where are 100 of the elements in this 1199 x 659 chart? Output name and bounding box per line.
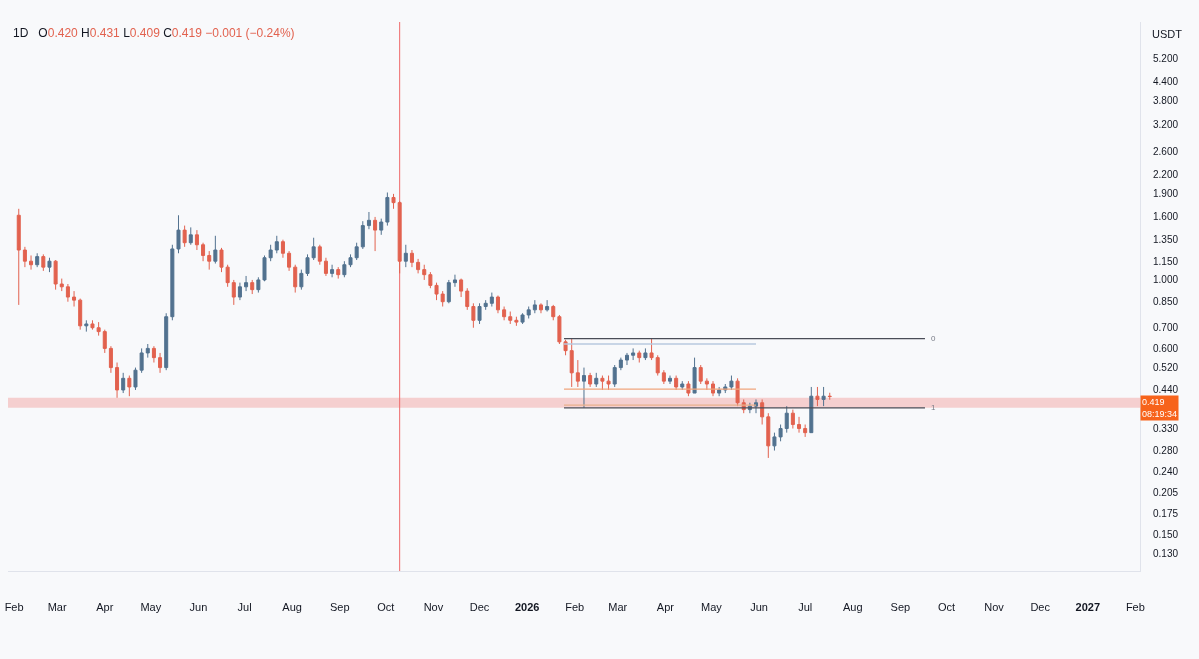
candlestick	[502, 306, 507, 321]
candlestick	[409, 249, 414, 268]
candlestick	[201, 242, 206, 262]
candlestick	[330, 264, 335, 278]
x-tick-label: Apr	[96, 601, 114, 614]
x-tick-label: Aug	[282, 601, 302, 614]
candlestick	[127, 375, 132, 397]
candlestick	[182, 225, 187, 248]
candlestick	[188, 226, 193, 246]
candlestick	[495, 295, 500, 314]
x-tick-label: Sep	[329, 601, 350, 614]
candlestick	[674, 375, 679, 391]
y-tick-label: 1.900	[1153, 188, 1179, 200]
candlestick	[784, 405, 789, 434]
candlestick	[416, 258, 421, 274]
candlestick	[538, 302, 543, 314]
x-tick-label: May	[140, 601, 162, 614]
chart-subtitle: O0.420 H0.431 L0.409 C0.419 −0.001 (−0.24%)	[38, 26, 295, 41]
y-tick-label: 0.440	[1153, 384, 1179, 396]
candlestick	[274, 235, 279, 254]
candlestick	[594, 372, 599, 388]
candlestick	[680, 380, 685, 391]
y-tick-label: 1.600	[1153, 211, 1179, 223]
candlestick	[827, 392, 832, 401]
y-tick-label: 3.800	[1153, 95, 1179, 107]
candlestick	[588, 372, 593, 388]
x-tick-label: Nov	[423, 601, 444, 614]
candlestick	[366, 211, 371, 230]
candlestick	[354, 242, 359, 261]
candlestick	[22, 246, 27, 268]
candlestick	[698, 364, 703, 385]
candlestick	[53, 259, 58, 291]
candlestick	[237, 282, 242, 301]
candlestick	[311, 237, 316, 261]
text: 0.419 08:19:34	[1142, 397, 1178, 419]
candlestick	[336, 266, 341, 280]
x-tick-label: Feb	[565, 601, 585, 614]
annotation: 0	[931, 334, 936, 343]
candlestick	[250, 279, 255, 295]
x-tick-label: Jul	[798, 601, 813, 614]
candlestick	[145, 343, 150, 359]
candlestick	[35, 252, 40, 268]
candlestick	[477, 302, 482, 325]
x-tick-label: Dec	[469, 601, 490, 614]
candlestick	[766, 412, 771, 459]
candlestick	[624, 352, 629, 366]
x-tick-label: Jun	[750, 601, 768, 614]
x-tick-label: 2026	[514, 601, 540, 614]
candlestick	[231, 279, 236, 306]
candlestick	[735, 377, 740, 407]
x-tick-label: Mar	[47, 601, 67, 614]
annotation: 1	[931, 403, 936, 412]
candlestick	[667, 375, 672, 385]
candlestick	[280, 239, 285, 259]
x-tick-label: Jul	[237, 601, 252, 614]
candlestick	[532, 299, 537, 314]
candlestick	[108, 345, 113, 374]
y-tick-label: 0.175	[1153, 508, 1179, 520]
candlestick	[397, 200, 402, 274]
candlestick	[323, 257, 328, 277]
candlestick	[151, 345, 156, 364]
candlestick	[459, 278, 464, 298]
candlestick	[575, 359, 580, 388]
candlestick	[821, 386, 826, 407]
candlestick	[385, 191, 390, 227]
candlestick	[164, 312, 169, 371]
y-axis-title: USDT	[1152, 28, 1183, 40]
x-tick-label: Oct	[377, 601, 395, 614]
candlestick	[803, 424, 808, 438]
x-tick-label: Nov	[984, 601, 1005, 614]
candlestick	[65, 283, 70, 303]
candlestick	[489, 292, 494, 308]
candlestick	[655, 354, 660, 377]
candlestick	[379, 218, 384, 236]
candlestick	[643, 347, 648, 361]
candlestick	[422, 264, 427, 281]
candlestick	[483, 299, 488, 311]
candlestick	[29, 254, 34, 271]
candlestick	[581, 367, 586, 409]
candlestick	[446, 279, 451, 304]
candlestick	[72, 290, 77, 308]
x-tick-label: Oct	[937, 601, 956, 614]
y-tick-label: 4.400	[1153, 75, 1179, 87]
candlestick	[452, 274, 457, 288]
candlestick	[317, 244, 322, 266]
x-tick-label: Dec	[1030, 601, 1051, 614]
candlestick	[692, 357, 697, 394]
x-tick-label: Sep	[890, 601, 911, 614]
x-tick-label: Feb	[1125, 601, 1145, 614]
x-tick-label: Feb	[4, 601, 24, 614]
y-tick-label: 0.600	[1153, 342, 1179, 354]
candlestick	[618, 357, 623, 371]
candlestick	[465, 287, 470, 311]
candlestick	[391, 193, 396, 210]
candlestick	[244, 275, 249, 292]
candlestick	[360, 220, 365, 250]
candlestick	[551, 304, 556, 321]
y-tick-label: 0.700	[1153, 322, 1179, 334]
y-tick-label: 0.330	[1153, 423, 1179, 435]
x-tick-label: 2027	[1075, 601, 1101, 614]
